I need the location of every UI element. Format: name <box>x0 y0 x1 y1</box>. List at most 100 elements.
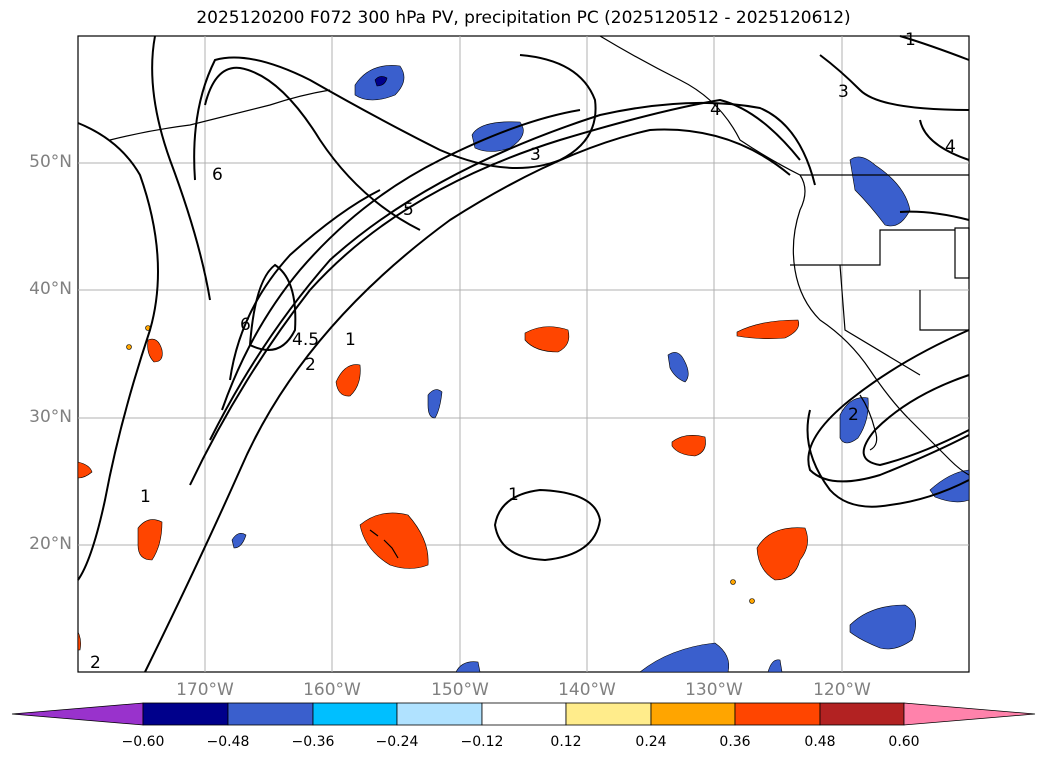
state-borders <box>790 229 955 266</box>
contour-label: 6 <box>240 315 251 335</box>
contour-label: 2 <box>848 405 859 425</box>
colorbar-cell <box>650 702 736 726</box>
contour-label-group: 1 2 3 4 5 6 1 2 4.5 6 1 2 3 4 1 <box>90 30 956 673</box>
contour-label: 1 <box>140 487 151 507</box>
colorbar-tick-label: 0.36 <box>719 734 751 750</box>
colorbar-extend-high <box>903 702 1036 726</box>
gridlines <box>78 36 969 672</box>
neg-precip-northwest <box>849 156 911 227</box>
colorbar-cell <box>565 702 652 726</box>
neg-precip-core <box>374 76 388 87</box>
contour-6-inner <box>248 263 297 351</box>
lon-label: 160°W <box>303 680 361 700</box>
colorbar-tick-label: 0.48 <box>804 734 836 750</box>
lon-label: 170°W <box>176 680 234 700</box>
contour-2-east <box>807 329 970 483</box>
pos-precip-1 <box>147 338 163 363</box>
pos-precip-9 <box>77 631 81 651</box>
contour-label: 2 <box>305 355 316 375</box>
pos-precip-3 <box>524 326 570 353</box>
contour-3-east <box>862 374 970 467</box>
neg-precip-south <box>639 642 729 673</box>
positive-precip-areas <box>77 319 808 651</box>
neg-precip-baja <box>839 397 869 444</box>
hawaiian-islands <box>369 529 399 559</box>
map-frame <box>77 35 970 673</box>
colorbar-tick-label: −0.36 <box>291 734 335 750</box>
neg-precip-mexico <box>929 469 970 503</box>
colorbar-tick-label: 0.12 <box>550 734 582 750</box>
colorbar-cell <box>396 702 483 726</box>
state-box <box>954 227 970 279</box>
lat-label: 20°N <box>29 534 72 554</box>
colorbar <box>11 702 1036 726</box>
map-title: 2025120200 F072 300 hPa PV, precipitatio… <box>196 8 851 28</box>
contour-label: 4 <box>710 100 721 120</box>
neg-precip-small-1 <box>231 533 247 549</box>
colorbar-cell <box>312 702 398 726</box>
colorbar-cell <box>142 702 229 726</box>
contour-6-top <box>204 66 421 231</box>
neg-precip-south-east <box>849 604 917 650</box>
contour-1-main <box>144 128 791 673</box>
contour-label: 3 <box>838 82 849 102</box>
lat-label: 40°N <box>29 279 72 299</box>
coastlines <box>109 35 970 559</box>
pos-precip-dot-4 <box>749 598 755 604</box>
pos-precip-5 <box>671 435 706 457</box>
colorbar-tick-label: 0.60 <box>888 734 920 750</box>
pv-contours <box>77 35 970 673</box>
contour-east-mid <box>899 210 970 221</box>
pos-precip-dot-2 <box>126 344 132 350</box>
state-borders-2 <box>839 264 921 376</box>
pos-precip-8 <box>756 527 808 581</box>
neg-precip-south-3 <box>767 659 783 673</box>
colorbar-cell <box>227 702 314 726</box>
contour-4-main <box>221 109 581 411</box>
pos-precip-dot-3 <box>730 579 736 585</box>
contour-label: 1 <box>345 330 356 350</box>
colorbar-cell <box>819 702 905 726</box>
pos-precip-6 <box>77 461 93 479</box>
contour-3-northeast <box>819 54 970 111</box>
pos-precip-2 <box>335 364 361 397</box>
contour-label: 2 <box>90 653 101 673</box>
contour-upper-left <box>151 35 211 301</box>
neg-precip-south-2 <box>455 661 481 673</box>
colorbar-tick-label: −0.24 <box>375 734 419 750</box>
contour-label: 6 <box>212 165 223 185</box>
pos-precip-7 <box>137 519 163 561</box>
contour-5-main <box>229 189 381 381</box>
contour-1-east <box>806 409 970 508</box>
contour-1-ring <box>493 488 602 562</box>
contour-label: 5 <box>403 200 414 220</box>
contour-label: 1 <box>508 485 519 505</box>
contour-3-main <box>209 101 816 441</box>
contour-label: 3 <box>530 145 541 165</box>
colorbar-extend-low <box>11 702 144 726</box>
lon-label: 130°W <box>685 680 743 700</box>
colorbar-cell <box>481 702 567 726</box>
contour-3-ne-edge <box>899 35 970 61</box>
north-america-coast <box>599 35 970 476</box>
contour-label: 1 <box>905 30 916 50</box>
lon-label: 120°W <box>813 680 871 700</box>
contour-2-main <box>189 98 801 486</box>
contour-5-upper <box>193 54 597 181</box>
aleutian-islands <box>109 89 331 141</box>
lon-label: 150°W <box>431 680 489 700</box>
colorbar-tick-label: −0.12 <box>460 734 504 750</box>
colorbar-tick-label: −0.48 <box>206 734 250 750</box>
contour-4-northeast <box>919 119 970 161</box>
state-borders-3 <box>919 290 969 331</box>
colorbar-cell <box>734 702 821 726</box>
colorbar-tick-label: 0.24 <box>635 734 667 750</box>
contour-label: 4.5 <box>292 330 319 350</box>
lat-label: 50°N <box>29 152 72 172</box>
baja-peninsula <box>859 394 878 451</box>
contour-label: 4 <box>945 137 956 157</box>
neg-precip-central <box>667 352 689 383</box>
neg-precip-west-central <box>427 389 443 419</box>
lat-label: 30°N <box>29 407 72 427</box>
